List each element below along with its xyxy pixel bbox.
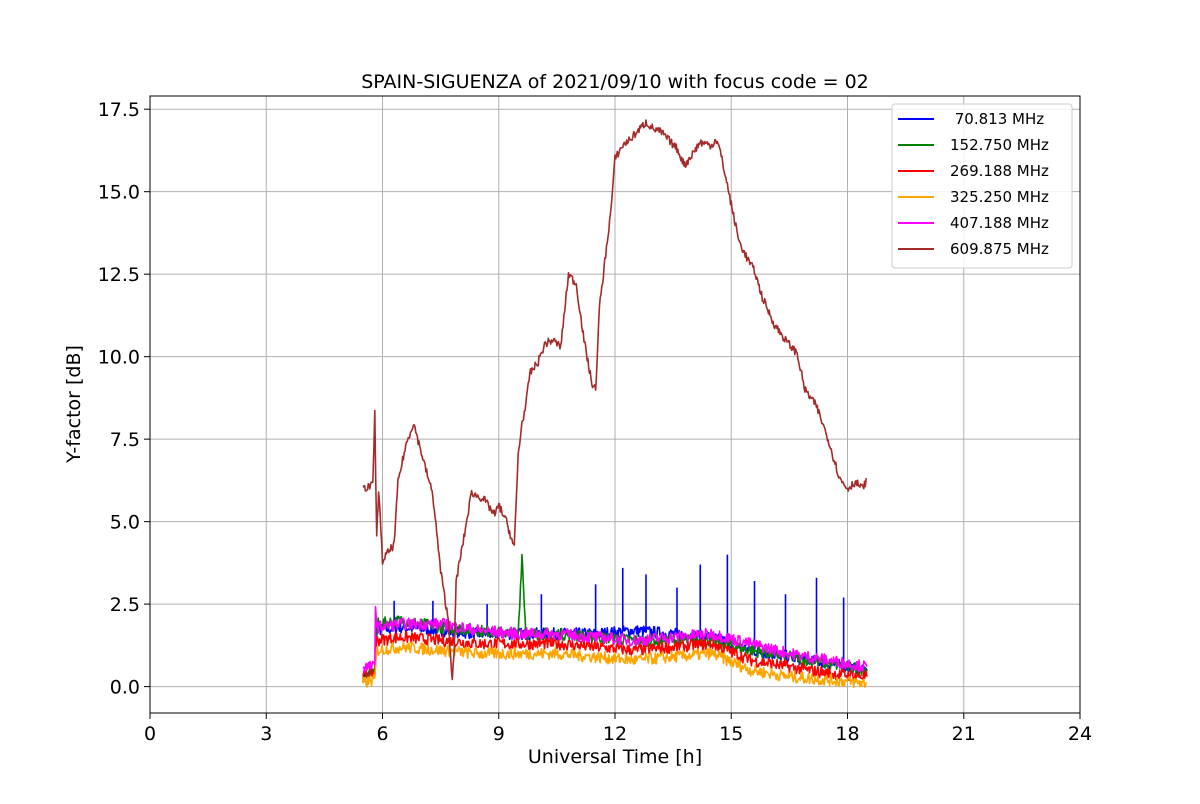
y-axis: 0.0 2.5 5.0 7.5 10.0 12.5 15.0 17.5 [98, 99, 150, 699]
legend-label: 407.188 MHz [950, 214, 1049, 232]
y-tick-label: 5.0 [110, 512, 140, 534]
legend-label: 325.250 MHz [950, 188, 1049, 206]
chart-title: SPAIN-SIGUENZA of 2021/09/10 with focus … [361, 71, 869, 93]
series-3 [362, 641, 868, 689]
series-0 [362, 554, 868, 683]
series-layer [362, 119, 868, 689]
y-tick-label: 10.0 [98, 347, 140, 369]
y-tick-label: 12.5 [98, 264, 140, 286]
legend-label: 609.875 MHz [950, 240, 1049, 258]
y-axis-label: Y-factor [dB] [63, 345, 85, 464]
series-5 [362, 119, 867, 681]
legend-entry: 325.250 MHz [898, 188, 1049, 206]
y-tick-label: 0.0 [110, 677, 140, 699]
x-tick-label: 18 [835, 723, 859, 745]
x-tick-label: 9 [493, 723, 505, 745]
y-tick-label: 15.0 [98, 182, 140, 204]
x-tick-label: 6 [376, 723, 388, 745]
y-tick-label: 2.5 [110, 594, 140, 616]
legend-label: 70.813 MHz [950, 110, 1044, 128]
legend-entry: 407.188 MHz [898, 214, 1049, 232]
legend-entry: 609.875 MHz [898, 240, 1049, 258]
x-axis-label: Universal Time [h] [528, 746, 702, 768]
legend: 70.813 MHz 152.750 MHz 269.188 MHz 325.250 … [891, 103, 1073, 269]
x-tick-label: 15 [719, 723, 743, 745]
x-tick-label: 21 [952, 723, 976, 745]
series-line [362, 605, 868, 673]
x-tick-label: 3 [260, 723, 272, 745]
legend-box [891, 103, 1073, 269]
x-tick-label: 0 [144, 723, 156, 745]
legend-entry: 269.188 MHz [898, 162, 1049, 180]
y-tick-label: 7.5 [110, 429, 140, 451]
legend-label: 152.750 MHz [950, 136, 1049, 154]
legend-label: 269.188 MHz [950, 162, 1049, 180]
x-tick-label: 12 [603, 723, 627, 745]
series-line [362, 630, 868, 683]
y-tick-label: 17.5 [98, 99, 140, 121]
series-2 [362, 630, 868, 683]
x-tick-label: 24 [1068, 723, 1092, 745]
series-line [362, 119, 867, 681]
series-line [362, 641, 868, 689]
legend-entry: 70.813 MHz [898, 110, 1044, 128]
legend-entry: 152.750 MHz [898, 136, 1049, 154]
x-axis: 0 3 6 9 12 15 18 21 24 [144, 713, 1092, 745]
series-4 [362, 605, 868, 673]
